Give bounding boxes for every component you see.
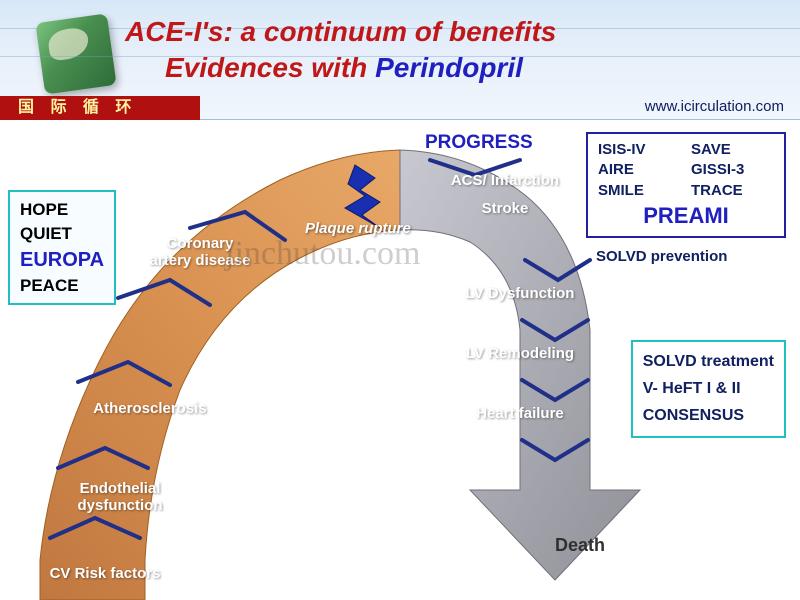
stage-acs: ACS/ Infarction xyxy=(430,172,580,189)
slide-header: ACE-I's: a continuum of benefits Evidenc… xyxy=(0,0,800,120)
trial-aire: AIRE xyxy=(598,160,681,180)
trial-hope: HOPE xyxy=(20,198,104,222)
trial-peace: PEACE xyxy=(20,274,104,298)
stage-death: Death xyxy=(555,535,605,556)
stage-lv-dysfunction: LV Dysfunction xyxy=(450,285,590,302)
trial-isis: ISIS-IV xyxy=(598,140,681,160)
trial-solvd-prevention: SOLVD prevention xyxy=(596,248,727,265)
trial-consensus: CONSENSUS xyxy=(643,402,774,429)
trials-box-left: HOPE QUIET EUROPA PEACE xyxy=(8,190,116,305)
stage-lv-remodeling: LV Remodeling xyxy=(450,345,590,362)
stage-plaque-rupture: Plaque rupture xyxy=(305,220,411,237)
stage-atherosclerosis: Atherosclerosis xyxy=(80,400,220,417)
stage-heart-failure: Heart failure xyxy=(455,405,585,422)
trial-progress: PROGRESS xyxy=(425,132,533,154)
title-drug: Perindopril xyxy=(375,52,523,83)
continuum-diagram: CV Risk factors Endothelialdysfunction A… xyxy=(0,120,800,600)
trial-trace: TRACE xyxy=(691,181,774,201)
title-line-1: ACE-I's: a continuum of benefits xyxy=(125,16,556,48)
brand-bar: 国 际 循 环 xyxy=(0,96,200,120)
trial-solvd-treatment: SOLVD treatment xyxy=(643,348,774,375)
trial-europa: EUROPA xyxy=(20,246,104,274)
stage-stroke: Stroke xyxy=(455,200,555,217)
trials-box-botright: SOLVD treatment V- HeFT I & II CONSENSUS xyxy=(631,340,786,438)
title-line-2: Evidences with Perindopril xyxy=(165,52,523,84)
trial-vheft: V- HeFT I & II xyxy=(643,375,774,402)
trial-preami: PREAMI xyxy=(598,201,774,231)
title-prefix: Evidences with xyxy=(165,52,375,83)
trial-gissi: GISSI-3 xyxy=(691,160,774,180)
stage-endothelial: Endothelialdysfunction xyxy=(60,480,180,514)
trials-box-topright: ISIS-IV SAVE AIRE GISSI-3 SMILE TRACE PR… xyxy=(586,132,786,238)
trial-quiet: QUIET xyxy=(20,222,104,246)
trial-smile: SMILE xyxy=(598,181,681,201)
trial-save: SAVE xyxy=(691,140,774,160)
source-url: www.icirculation.com xyxy=(645,98,784,115)
globe-icon xyxy=(35,13,116,94)
stage-cad: Coronaryartery disease xyxy=(135,235,265,269)
stage-cv-risk: CV Risk factors xyxy=(45,565,165,582)
